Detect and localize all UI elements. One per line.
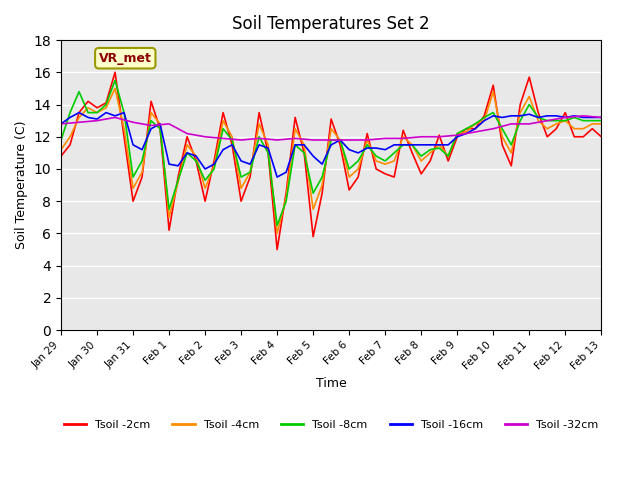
X-axis label: Time: Time [316, 377, 346, 390]
Text: VR_met: VR_met [99, 52, 152, 65]
Title: Soil Temperatures Set 2: Soil Temperatures Set 2 [232, 15, 430, 33]
Y-axis label: Soil Temperature (C): Soil Temperature (C) [15, 121, 28, 249]
Legend: Tsoil -2cm, Tsoil -4cm, Tsoil -8cm, Tsoil -16cm, Tsoil -32cm: Tsoil -2cm, Tsoil -4cm, Tsoil -8cm, Tsoi… [60, 416, 603, 435]
